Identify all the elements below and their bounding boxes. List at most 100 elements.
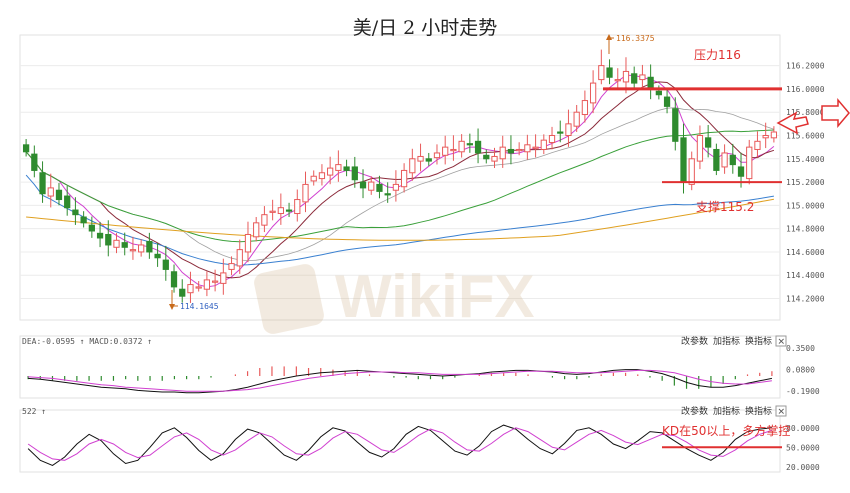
- y-tick-label: 114.4000: [786, 271, 825, 280]
- candle-body: [746, 146, 753, 180]
- candle-body: [327, 167, 334, 176]
- candle-body: [450, 148, 457, 152]
- candle-body: [589, 82, 597, 104]
- peak-marker: 116.3375: [606, 34, 655, 54]
- arrow-right-icon-2: [821, 97, 850, 129]
- candle-body: [606, 67, 613, 78]
- candle-body: [770, 131, 778, 139]
- candle-body: [433, 152, 441, 159]
- candle-body: [516, 148, 523, 152]
- candle-body: [384, 193, 391, 196]
- candle-body: [655, 90, 662, 96]
- candle-body: [663, 96, 671, 107]
- candle-body: [737, 166, 745, 177]
- candle-body: [203, 279, 211, 290]
- candle-body: [548, 134, 556, 143]
- candle-body: [187, 284, 194, 294]
- macd-close-button[interactable]: ✕: [775, 335, 787, 348]
- watermark-text: WikiFX: [335, 263, 534, 330]
- macd-y-tick-label: 0.0800: [786, 366, 815, 375]
- candle-body: [466, 143, 473, 146]
- candle-body: [417, 155, 424, 162]
- breakout-arrows: [776, 97, 850, 135]
- candle-body: [622, 70, 630, 83]
- candle-body: [647, 76, 654, 90]
- candle-body: [335, 164, 342, 171]
- close-icon: ✕: [778, 408, 786, 418]
- kd-close-button[interactable]: ✕: [775, 405, 787, 418]
- candle-body: [121, 242, 128, 248]
- candlesticks: [22, 49, 778, 303]
- candle-body: [113, 239, 120, 248]
- kd-y-tick-label: 20.0000: [786, 463, 820, 472]
- wikifx-watermark: WikiFX: [254, 263, 534, 334]
- ma40-line: [25, 129, 774, 243]
- candle-body: [368, 181, 375, 191]
- macd-add-indicator-button[interactable]: 加指标: [713, 335, 740, 347]
- candle-body: [285, 209, 293, 212]
- candle-body: [491, 155, 498, 162]
- close-icon: ✕: [778, 338, 786, 348]
- candle-body: [318, 172, 326, 180]
- support-label: 支撑115.2: [696, 199, 754, 214]
- candle-body: [524, 144, 531, 153]
- candle-body: [507, 148, 515, 154]
- candle-body: [696, 134, 704, 162]
- candle-body: [170, 271, 178, 288]
- kd-k-line: [27, 424, 772, 466]
- candle-body: [474, 140, 482, 154]
- macd-modify-params-button[interactable]: 改参数: [681, 335, 708, 347]
- candle-body: [672, 108, 679, 142]
- kd-modify-params-button[interactable]: 改参数: [681, 405, 708, 417]
- macd-switch-indicator-button[interactable]: 换指标: [745, 335, 772, 347]
- kd-add-indicator-button[interactable]: 加指标: [713, 405, 740, 417]
- candle-body: [138, 244, 145, 253]
- macd-y-tick-label: -0.1900: [786, 387, 820, 396]
- kd-y-tick-label: 50.0000: [786, 443, 820, 452]
- y-tick-label: 115.4000: [786, 155, 825, 164]
- candle-body: [425, 158, 432, 162]
- candle-body: [680, 137, 687, 183]
- candle-body: [47, 187, 54, 197]
- peak-label: 116.3375: [616, 34, 655, 43]
- candle-body: [540, 139, 547, 150]
- candle-body: [179, 288, 186, 297]
- candle-body: [31, 153, 38, 171]
- candle-body: [39, 172, 46, 195]
- kd-y-axis: 80.0000 50.0000 20.0000: [786, 424, 820, 472]
- candle-body: [154, 253, 161, 259]
- resistance-label: 压力116: [694, 48, 741, 62]
- candle-body: [261, 214, 268, 226]
- candle-body: [409, 158, 416, 174]
- candle-body: [129, 249, 137, 252]
- candle-body: [55, 189, 63, 201]
- kd-switch-indicator-button[interactable]: 换指标: [745, 405, 772, 417]
- candle-body: [80, 216, 87, 224]
- low-marker: 114.1645: [169, 290, 219, 311]
- candle-body: [88, 224, 95, 232]
- candle-body: [162, 259, 169, 270]
- candle-body: [105, 233, 112, 246]
- candle-body: [688, 158, 695, 185]
- candle-body: [631, 73, 638, 84]
- candle-body: [343, 166, 350, 171]
- candle-body: [376, 183, 383, 192]
- kd-lines: [27, 424, 773, 466]
- watermark-logo-icon: [254, 264, 324, 334]
- arrow-right-icon: [776, 111, 809, 135]
- macd-dif-line: [28, 369, 772, 394]
- chart-title: 美/日 2 小时走势: [353, 17, 498, 39]
- macd-y-tick-label: 0.3500: [786, 344, 815, 353]
- macd-panel: [19, 335, 781, 399]
- macd-lines: [28, 369, 772, 394]
- candle-body: [573, 111, 580, 127]
- candle-body: [211, 280, 219, 283]
- candle-body: [754, 140, 761, 150]
- candle-body: [22, 144, 30, 153]
- ma-long-line: [26, 198, 774, 241]
- macd-indicator-label: DEA:-0.0595 ↑ MACD:0.0372 ↑: [22, 337, 152, 346]
- candle-body: [392, 183, 400, 191]
- candle-body: [96, 232, 104, 239]
- candle-body: [557, 131, 564, 134]
- candle-body: [721, 152, 728, 168]
